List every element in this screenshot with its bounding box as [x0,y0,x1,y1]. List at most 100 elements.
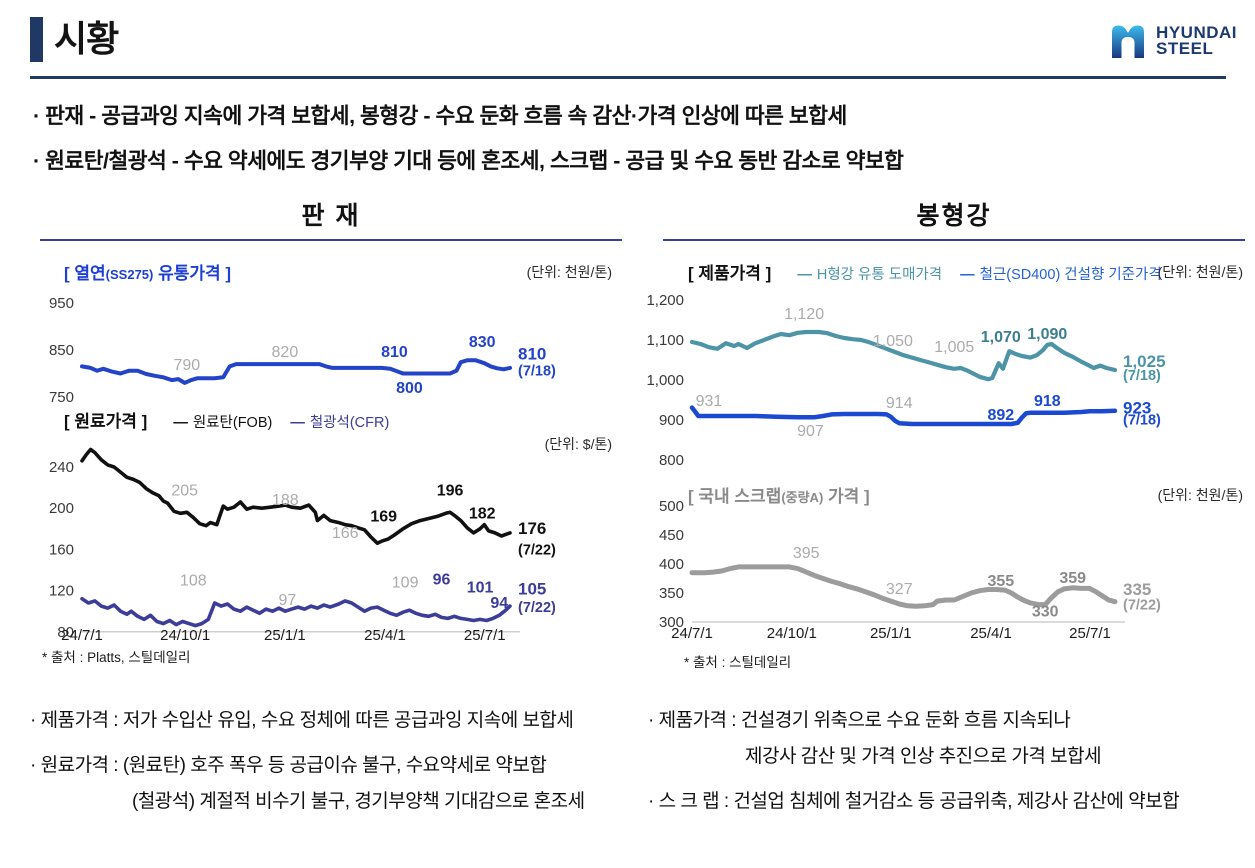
x-axis-tick: 24/10/1 [767,625,817,642]
series-end-label: 335 [1123,580,1151,599]
y-axis-tick: 350 [659,585,684,602]
series-end-label: 1,025 [1123,352,1166,371]
data-label: 395 [793,545,820,562]
chart-title-hot-rolled: [ 열연(SS275) 유통가격 ] [64,259,231,284]
chart-unit-raw-materials: (단위: $/톤) [544,436,612,452]
chart-title-text: [ 국내 스크랩(중량A) 가격 ] [688,487,870,506]
chart-unit-product-price: (단위: 천원/톤) [1157,264,1243,280]
chart-title-product-price: [ 제품가격 ] — H형강 유통 도매가격 — 철근(SD400) 건설향 기준가격 [688,259,1162,284]
x-axis-tick: 24/10/1 [160,627,210,644]
legend-line-swatch: — [960,267,975,283]
source-note-right: * 출처 : 스틸데일리 [684,655,792,670]
note-plate-product: · 제품가격 : 저가 수입산 유입, 수요 정체에 따른 공급과잉 지속에 보… [30,710,574,731]
series-line-H형강 유통 도매가격 [689,329,1118,382]
y-axis-tick: 80 [57,624,74,641]
x-axis-tick: 25/4/1 [970,625,1012,642]
data-label: 1,050 [873,333,913,350]
data-label: 94 [490,595,508,612]
y-axis-tick: 750 [49,389,74,406]
chart-legend: — H형강 유통 도매가격 — 철근(SD400) 건설향 기준가격 [797,263,1161,284]
section-divider-plate [40,239,622,241]
legend-label: 철광석(CFR) [309,415,390,431]
y-axis-tick: 950 [49,295,74,312]
legend-item: — H형강 유통 도매가격 [797,263,942,284]
series-end-label: (7/18) [1123,413,1161,429]
series-end-label: 923 [1123,398,1151,417]
x-axis-tick: 25/1/1 [870,625,912,642]
legend-label: 철근(SD400) 건설향 기준가격 [979,267,1162,283]
data-label: 1,005 [934,339,974,356]
chart-scrap-price: 500 450 400 350 300 24/7/1 24/10/1 25/1/1 25/4/1… [659,498,1250,658]
data-label: 830 [469,334,496,351]
data-label: 182 [469,505,496,522]
data-label: 892 [987,407,1014,424]
y-axis-tick: 1,100 [646,332,684,349]
data-label: 918 [1034,393,1061,410]
note-plate-raw-cont: (철광석) 계절적 비수기 불구, 경기부양책 기대감으로 혼조세 [132,791,585,812]
legend-line-swatch: — [290,415,305,431]
chart-title-text: [ 원료가격 ] [64,412,148,431]
legend-item: — 철광석(CFR) [290,411,389,432]
series-end-label: 810 [518,345,546,364]
legend-label: H형강 유통 도매가격 [816,267,943,283]
series-line-국내 스크랩(중량A) 가격 [689,564,1118,609]
hyundai-steel-logo: HYUNDAI STEEL [1106,20,1237,62]
y-axis-tick: 120 [49,583,74,600]
header-divider [30,76,1226,79]
y-axis-tick: 1,200 [646,292,684,309]
legend-line-swatch: — [797,267,812,283]
note-longs-product-cont: 제강사 감산 및 가격 인상 추진으로 가격 보합세 [745,746,1102,767]
y-axis-tick: 240 [49,459,74,476]
data-label: 931 [696,393,723,410]
section-divider-longs [663,239,1245,241]
chart-canvas: 1,2001,1001,0009008001,025(7/18)923(7/18… [646,292,1166,469]
y-axis-tick: 900 [659,412,684,429]
title-accent-bar [30,17,43,62]
data-label: 1,070 [981,329,1021,346]
chart-hot-rolled: 950 850 750 810 (7/18) 790 820 810 800 830 [40,288,622,428]
series-line-원료탄(FOB) [80,447,512,545]
logo-wordmark: HYUNDAI STEEL [1156,24,1237,57]
note-longs-scrap: · 스 크 랩 : 건설업 침체에 철거감소 등 공급위축, 제강사 감산에 약… [648,791,1180,812]
chart-title-raw-materials: [ 원료가격 ] — 원료탄(FOB) — 철광석(CFR) [64,407,389,432]
y-axis-tick: 160 [49,541,74,558]
x-axis-tick: 25/7/1 [464,627,506,644]
x-axis-tick: 25/1/1 [264,627,306,644]
data-label: 188 [272,492,299,509]
data-label: 109 [392,574,419,591]
data-label: 169 [370,508,397,525]
x-axis-tick: 25/7/1 [1069,625,1111,642]
data-label: 108 [180,572,207,589]
series-end-label: (7/22) [518,600,556,616]
series-end-label: 176 [518,519,546,538]
note-plate-raw: · 원료가격 : (원료탄) 호주 폭우 등 공급이슈 불구, 수요약세로 약보… [30,755,547,776]
series-line-철근(SD400) 건설향 기준가격 [689,405,1118,427]
hyundai-h-mark-icon [1112,25,1145,58]
data-label: 166 [332,525,359,542]
y-axis-tick: 200 [49,500,74,517]
y-axis-tick: 300 [659,614,684,631]
y-axis-tick: 850 [49,342,74,359]
data-label: 810 [381,344,408,361]
data-label: 907 [797,423,824,440]
series-end-label: (7/18) [1123,368,1161,384]
legend-item: — 원료탄(FOB) [173,411,272,432]
data-label: 1,120 [784,306,824,323]
chart-product-price: 1,200 1,100 1,000 900 800 1,025 (7/18) 923 (7/18… [646,288,1250,472]
chart-raw-materials: 240 200 160 120 80 24/7/1 24/10/1 25/1/1 25/4/1 2… [40,447,622,661]
series-end-label: (7/22) [518,542,556,558]
y-axis-tick: 800 [659,452,684,469]
data-label: 790 [174,357,201,374]
data-label: 330 [1032,604,1059,621]
y-axis-tick: 450 [659,527,684,544]
chart-title-text: [ 열연(SS275) 유통가격 ] [64,264,232,283]
summary-bullet-2: · 원료탄/철광석 - 수요 약세에도 경기부양 기대 등에 혼조세, 스크랩 … [33,149,904,173]
series-line-철광석(CFR) [80,597,512,628]
series-end-label: 105 [518,580,546,599]
x-axis-tick: 25/4/1 [364,627,406,644]
data-label: 800 [396,380,423,397]
series-line-열연(SS275) 유통가격 [80,358,512,385]
